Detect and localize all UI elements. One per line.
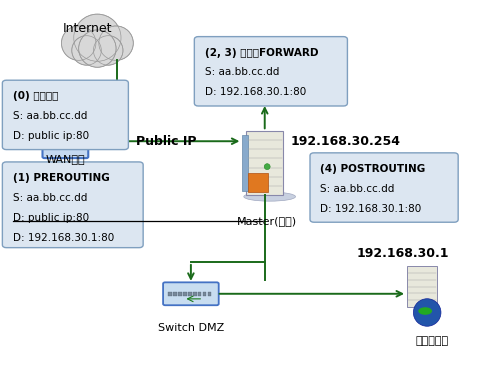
FancyBboxPatch shape (43, 124, 88, 158)
Text: Internet: Internet (63, 22, 112, 35)
Ellipse shape (413, 299, 441, 326)
Ellipse shape (99, 26, 133, 60)
Bar (178, 292, 182, 296)
Text: Switch DMZ: Switch DMZ (158, 323, 224, 333)
Text: S: aa.bb.cc.dd: S: aa.bb.cc.dd (204, 67, 279, 78)
Text: Public IP: Public IP (136, 135, 197, 148)
Ellipse shape (79, 30, 116, 67)
Ellipse shape (74, 14, 121, 61)
Text: (0) 網路傳輸: (0) 網路傳輸 (13, 91, 58, 101)
FancyBboxPatch shape (163, 282, 219, 305)
Ellipse shape (418, 307, 432, 315)
Text: D: 192.168.30.1:80: D: 192.168.30.1:80 (320, 204, 422, 214)
Ellipse shape (244, 192, 296, 201)
FancyBboxPatch shape (407, 266, 438, 307)
Text: D: 192.168.30.1:80: D: 192.168.30.1:80 (13, 233, 114, 243)
FancyBboxPatch shape (243, 135, 248, 191)
Text: 外部伺服器: 外部伺服器 (415, 336, 448, 346)
Bar (168, 292, 172, 296)
Bar (208, 292, 211, 296)
Text: WAN設備: WAN設備 (46, 154, 85, 164)
Bar (188, 292, 192, 296)
Text: Master(骨幹): Master(骨幹) (237, 216, 297, 226)
Ellipse shape (72, 36, 101, 65)
Bar (173, 292, 177, 296)
Bar (198, 292, 201, 296)
Bar (193, 292, 197, 296)
Text: D: public ip:80: D: public ip:80 (13, 131, 89, 141)
Ellipse shape (94, 36, 123, 65)
FancyBboxPatch shape (2, 80, 128, 150)
Text: 192.168.30.254: 192.168.30.254 (291, 135, 401, 148)
Text: D: 192.168.30.1:80: D: 192.168.30.1:80 (204, 87, 306, 97)
FancyBboxPatch shape (247, 131, 283, 195)
Text: 192.168.30.1: 192.168.30.1 (356, 247, 449, 260)
FancyBboxPatch shape (310, 153, 458, 222)
Bar (183, 292, 187, 296)
Text: (4) POSTROUTING: (4) POSTROUTING (320, 164, 426, 174)
Text: S: aa.bb.cc.dd: S: aa.bb.cc.dd (13, 193, 87, 203)
FancyBboxPatch shape (248, 173, 268, 192)
Ellipse shape (264, 164, 270, 169)
FancyBboxPatch shape (2, 162, 143, 248)
Text: S: aa.bb.cc.dd: S: aa.bb.cc.dd (320, 184, 395, 194)
Text: S: aa.bb.cc.dd: S: aa.bb.cc.dd (13, 111, 87, 121)
Text: (1) PREROUTING: (1) PREROUTING (13, 173, 109, 183)
Text: D: public ip:80: D: public ip:80 (13, 213, 89, 223)
Text: (2, 3) 路由與FORWARD: (2, 3) 路由與FORWARD (204, 48, 318, 57)
FancyBboxPatch shape (195, 37, 347, 106)
Bar (203, 292, 206, 296)
Ellipse shape (61, 26, 96, 60)
